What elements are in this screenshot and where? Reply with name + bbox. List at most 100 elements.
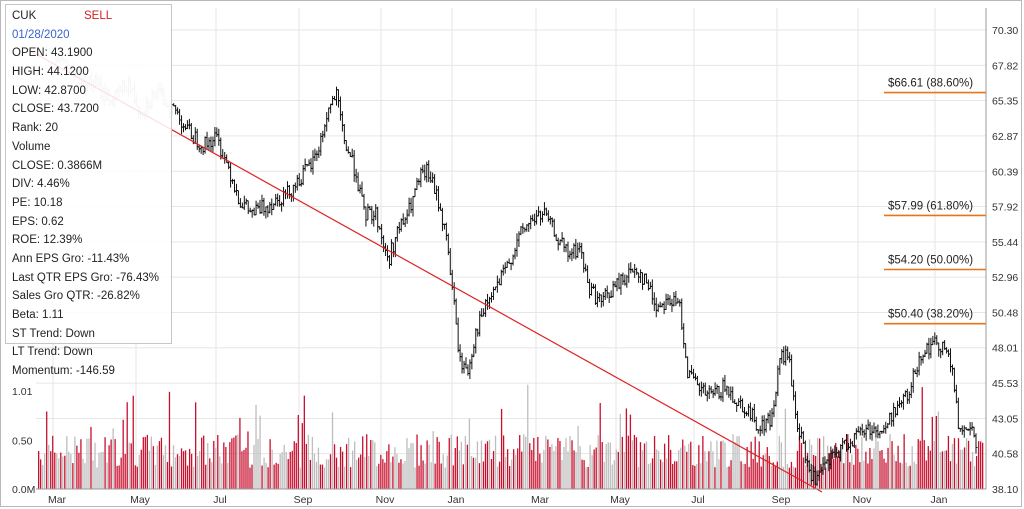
volume-bar [38,451,40,489]
volume-bar [265,462,267,489]
volume-bar [74,436,76,489]
volume-bar [941,451,944,489]
volume-bar [58,458,60,489]
volume-bar [867,463,869,489]
volume-bar [349,467,352,489]
volume-bar [696,463,698,489]
volume-bars [38,384,984,489]
volume-bar [702,436,704,489]
volume-bar [261,465,263,489]
volume-bar [796,450,799,489]
volume-bar [722,440,724,489]
info-stat: ST Trend: Down [12,327,95,340]
volume-bar [68,451,70,489]
volume-bar [404,461,406,489]
volume-bar [188,448,191,489]
volume-bar [408,448,410,489]
volume-bar [289,452,291,489]
volume-bar [412,443,414,489]
volume-bar [529,443,531,489]
fib-level-label: $50.40 (38.20%) [888,309,973,321]
volume-bar [267,467,269,489]
volume-bar [734,442,736,489]
volume-bar [545,435,547,489]
volume-bar [329,454,332,489]
volume-bar [299,467,301,489]
volume-bar [434,463,436,489]
volume-bar [144,436,146,489]
volume-bar [641,450,644,489]
fib-level-label: $54.20 (50.00%) [888,255,973,267]
volume-bar [555,446,557,489]
volume-bar [277,463,279,489]
volume-bar [106,462,108,489]
volume-bar [410,443,412,489]
volume-bar [86,438,88,489]
volume-bar [428,444,430,489]
month-label: Mar [531,494,550,506]
volume-bar [716,440,718,489]
volume-bar [736,436,738,489]
info-stat: LOW: 42.8700 [12,84,86,97]
volume-bar [855,444,857,489]
volume-bar [152,446,155,489]
volume-bar [969,461,972,489]
volume-bar [967,440,970,489]
volume-bar [472,457,475,489]
info-stat: Volume [12,140,51,153]
price-tick-label: 40.58 [992,449,1018,461]
volume-bar [470,456,473,489]
volume-bar [66,436,68,489]
volume-bar [627,435,630,489]
volume-bar [88,438,90,489]
volume-bar [114,439,116,489]
volume-bar [237,434,239,489]
info-stat: PE: 10.18 [12,196,63,209]
volume-bar [418,465,420,489]
month-label: May [610,494,631,506]
volume-bar [609,442,611,489]
info-stat: Momentum: -146.59 [12,365,115,378]
volume-bar [494,435,497,489]
volume-bar [975,455,978,489]
volume-bar [362,436,364,489]
price-tick-label: 65.35 [992,96,1018,108]
volume-bar [704,451,706,489]
volume-bar [515,455,517,489]
volume-bar [706,461,708,489]
volume-bar [293,441,295,489]
price-tick-label: 48.01 [992,343,1018,355]
volume-bar [575,452,577,489]
volume-bar [96,467,98,489]
volume-bar [321,464,324,489]
volume-bar [742,463,744,489]
volume-bar [595,447,597,489]
volume-bar [251,464,253,489]
volume-bar [492,451,495,489]
volume-bar [245,447,247,489]
volume-bar [589,445,591,489]
volume-bar [718,459,720,489]
volume-bar [102,451,104,489]
volume-bar [670,449,672,489]
volume-bar [833,458,835,489]
volume-bar [770,465,772,489]
volume-bar [154,465,157,489]
volume-bar [345,444,348,489]
info-stat: Ann EPS Gro: -11.43% [12,252,130,265]
volume-bar [764,453,766,489]
volume-bar [700,463,702,489]
volume-bar [426,440,428,489]
volume-bar [174,457,177,489]
volume-bar [82,458,84,489]
volume-bar [239,417,241,489]
volume-bar [253,444,255,489]
volume-bar [613,460,615,489]
volume-bar [774,465,776,489]
volume-bar [194,402,197,489]
volume-bar [458,450,460,489]
volume-bar [118,465,120,489]
volume-bar [192,466,195,489]
volume-bar [766,447,768,489]
